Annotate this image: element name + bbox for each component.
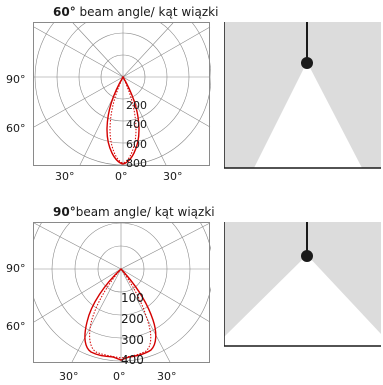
- diagram-title: 60° beam angle/ kąt wiązki: [53, 5, 218, 19]
- radial-label-400: 400: [121, 353, 144, 367]
- beam-angle-label: beam angle/ kąt wiązki: [75, 205, 215, 219]
- beam-illustration: [224, 222, 381, 347]
- radial-label-800: 800: [126, 157, 147, 170]
- bottom-label-right: 30°: [163, 170, 183, 183]
- radial-label-400: 400: [126, 118, 147, 131]
- beam-illustration: [224, 22, 381, 169]
- radial-label-200: 200: [126, 99, 147, 112]
- light-cone: [224, 255, 381, 346]
- bottom-label-right: 30°: [157, 370, 177, 383]
- polar-light-distribution-chart: 200 400 600 800 30° 0° 30°: [33, 22, 211, 183]
- bottom-label-center: 0°: [115, 170, 128, 183]
- light-cone: [254, 62, 362, 168]
- intensity-curve: [106, 75, 140, 165]
- intensity-curve-dotted: [109, 75, 137, 164]
- bottom-label-center: 0°: [113, 370, 126, 383]
- polar-grid: [33, 22, 211, 166]
- diagram-title: 90°beam angle/ kąt wiązki: [53, 205, 215, 219]
- beam-angle-label: beam angle/ kąt wiązki: [75, 5, 219, 19]
- beam-diagram-90: 90°beam angle/ kąt wiązki 90° 60° 100 20…: [0, 200, 383, 385]
- side-label-60: 60°: [6, 320, 26, 333]
- radial-label-600: 600: [126, 138, 147, 151]
- radial-label-100: 100: [121, 291, 144, 305]
- side-label-60: 60°: [6, 122, 26, 135]
- luminaire-icon: [301, 57, 313, 69]
- radial-label-200: 200: [121, 312, 144, 326]
- side-label-90: 90°: [6, 73, 26, 86]
- intensity-curve: [84, 268, 157, 361]
- beam-angle-value: 60°: [53, 5, 76, 19]
- polar-light-distribution-chart: 100 200 300 400 30° 0° 30°: [33, 222, 211, 383]
- luminaire-icon: [301, 250, 313, 262]
- polar-grid: [33, 222, 211, 363]
- radial-label-300: 300: [121, 333, 144, 347]
- beam-angle-value: 90°: [53, 205, 76, 219]
- bottom-label-left: 30°: [59, 370, 79, 383]
- intensity-curve-dotted: [89, 268, 152, 359]
- bottom-label-left: 30°: [55, 170, 75, 183]
- side-label-90: 90°: [6, 262, 26, 275]
- beam-diagram-60: 60° beam angle/ kąt wiązki 90° 60° 200 4…: [0, 0, 383, 185]
